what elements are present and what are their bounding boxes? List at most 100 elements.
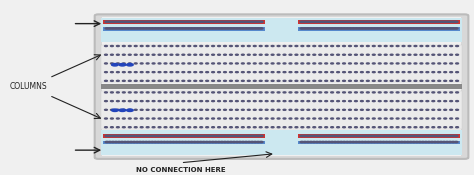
- Circle shape: [247, 21, 251, 22]
- Circle shape: [163, 21, 166, 22]
- Circle shape: [328, 141, 331, 143]
- Circle shape: [164, 72, 167, 73]
- Circle shape: [172, 141, 175, 143]
- Circle shape: [134, 63, 137, 64]
- Circle shape: [164, 118, 167, 119]
- Circle shape: [134, 92, 137, 93]
- Circle shape: [324, 141, 328, 143]
- Circle shape: [289, 101, 292, 102]
- Circle shape: [307, 80, 310, 81]
- Circle shape: [200, 80, 202, 81]
- Circle shape: [200, 54, 202, 55]
- Circle shape: [158, 101, 161, 102]
- Circle shape: [176, 80, 179, 81]
- Circle shape: [301, 118, 304, 119]
- Circle shape: [331, 63, 334, 64]
- Circle shape: [376, 28, 379, 29]
- Circle shape: [136, 28, 139, 29]
- Circle shape: [178, 21, 181, 22]
- Circle shape: [289, 127, 292, 128]
- Circle shape: [105, 54, 108, 55]
- Circle shape: [120, 21, 124, 22]
- Circle shape: [373, 80, 375, 81]
- Circle shape: [360, 72, 363, 73]
- Circle shape: [373, 135, 376, 136]
- Bar: [103, 141, 265, 145]
- Circle shape: [123, 135, 127, 136]
- Circle shape: [355, 63, 357, 64]
- Circle shape: [390, 54, 393, 55]
- Circle shape: [444, 127, 447, 128]
- Circle shape: [247, 109, 250, 110]
- Circle shape: [200, 63, 202, 64]
- Circle shape: [433, 21, 437, 22]
- Circle shape: [390, 46, 393, 47]
- Circle shape: [105, 118, 108, 119]
- Circle shape: [418, 141, 422, 143]
- Circle shape: [301, 80, 304, 81]
- Circle shape: [134, 118, 137, 119]
- Circle shape: [432, 80, 435, 81]
- Circle shape: [182, 127, 185, 128]
- Circle shape: [295, 72, 298, 73]
- Circle shape: [307, 109, 310, 110]
- Circle shape: [373, 101, 375, 102]
- Circle shape: [295, 118, 298, 119]
- Circle shape: [378, 80, 381, 81]
- Circle shape: [394, 21, 397, 22]
- Circle shape: [176, 101, 179, 102]
- Circle shape: [456, 109, 458, 110]
- Circle shape: [117, 135, 121, 136]
- Circle shape: [451, 28, 455, 29]
- Circle shape: [182, 109, 185, 110]
- Circle shape: [442, 28, 446, 29]
- Circle shape: [199, 28, 202, 29]
- Circle shape: [265, 46, 268, 47]
- Circle shape: [134, 109, 137, 110]
- Circle shape: [414, 109, 417, 110]
- Circle shape: [117, 92, 119, 93]
- Circle shape: [256, 28, 260, 29]
- Circle shape: [134, 46, 137, 47]
- Circle shape: [158, 118, 161, 119]
- Circle shape: [229, 21, 233, 22]
- Circle shape: [152, 46, 155, 47]
- Circle shape: [164, 109, 167, 110]
- Circle shape: [403, 21, 407, 22]
- Circle shape: [218, 72, 220, 73]
- Circle shape: [313, 80, 316, 81]
- Circle shape: [391, 21, 394, 22]
- Circle shape: [218, 127, 220, 128]
- Circle shape: [205, 135, 209, 136]
- Circle shape: [254, 141, 257, 143]
- Circle shape: [312, 28, 316, 29]
- Circle shape: [128, 118, 131, 119]
- Circle shape: [156, 21, 160, 22]
- Circle shape: [390, 109, 393, 110]
- Circle shape: [141, 28, 145, 29]
- Circle shape: [378, 63, 381, 64]
- Circle shape: [394, 141, 397, 143]
- Circle shape: [238, 28, 242, 29]
- Circle shape: [128, 109, 131, 110]
- Circle shape: [250, 21, 254, 22]
- Circle shape: [352, 28, 355, 29]
- Circle shape: [223, 28, 227, 29]
- Circle shape: [169, 21, 172, 22]
- Circle shape: [129, 21, 133, 22]
- Circle shape: [361, 21, 364, 22]
- Circle shape: [394, 28, 397, 29]
- Circle shape: [164, 127, 167, 128]
- Circle shape: [385, 21, 388, 22]
- Circle shape: [259, 101, 262, 102]
- Circle shape: [384, 118, 387, 119]
- Circle shape: [360, 46, 363, 47]
- Circle shape: [373, 109, 375, 110]
- Circle shape: [444, 118, 447, 119]
- Circle shape: [450, 92, 453, 93]
- Circle shape: [295, 54, 298, 55]
- Circle shape: [408, 54, 411, 55]
- Circle shape: [277, 63, 280, 64]
- Circle shape: [366, 118, 369, 119]
- Circle shape: [337, 80, 339, 81]
